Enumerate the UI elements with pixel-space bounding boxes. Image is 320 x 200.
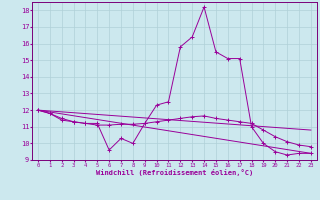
X-axis label: Windchill (Refroidissement éolien,°C): Windchill (Refroidissement éolien,°C) <box>96 169 253 176</box>
